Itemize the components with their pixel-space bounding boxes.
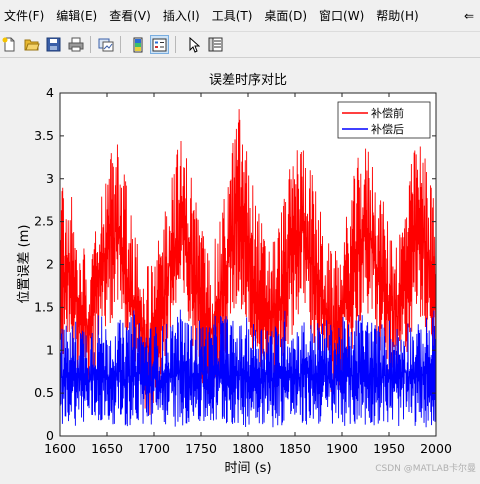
y-tick-label: 1: [46, 342, 54, 357]
open-file-icon[interactable]: [22, 35, 41, 54]
y-tick-label: 2: [46, 257, 54, 272]
menu-bar: 文件(F) 编辑(E) 查看(V) 插入(I) 工具(T) 桌面(D) 窗口(W…: [0, 0, 480, 32]
x-tick-label: 1600: [44, 441, 76, 456]
legend: 补偿前 补偿后: [337, 101, 431, 139]
x-tick-label: 1950: [373, 441, 405, 456]
y-tick-label: 3: [46, 171, 54, 186]
x-axis-label: 时间 (s): [224, 461, 271, 476]
legend-label-before: 补偿前: [371, 106, 404, 120]
menu-edit[interactable]: 编辑(E): [56, 9, 98, 23]
watermark-text: CSDN @MATLAB卡尔曼: [375, 464, 476, 474]
y-tick-label: 0: [46, 428, 54, 443]
series-layer: [59, 109, 437, 428]
print-icon[interactable]: [66, 35, 85, 54]
pointer-icon[interactable]: [184, 35, 203, 54]
figure-canvas: 1600 1650 1700 1750 1800 1850 1900 1950 2000 0 0.5…: [0, 58, 480, 480]
x-tick-label: 1750: [185, 441, 217, 456]
x-tick-label: 1700: [138, 441, 170, 456]
new-figure-icon[interactable]: [0, 35, 19, 54]
toolbar-separator: [175, 36, 176, 53]
legend-box: [337, 101, 431, 139]
figure-toolbar: [0, 32, 480, 58]
menu-insert[interactable]: 插入(I): [162, 9, 200, 23]
menu-window[interactable]: 窗口(W): [319, 9, 365, 23]
link-plot-icon[interactable]: [96, 35, 115, 54]
line-chart: 1600 1650 1700 1750 1800 1850 1900 1950 2000 0 0.5…: [17, 73, 452, 476]
legend-icon[interactable]: [150, 35, 169, 54]
menu-tools[interactable]: 工具(T): [211, 9, 253, 23]
series-line-after: [59, 309, 437, 428]
save-icon[interactable]: [44, 35, 63, 54]
tick-layer: 1600 1650 1700 1750 1800 1850 1900 1950 2000 0 0.5…: [34, 85, 452, 456]
x-tick-label: 1650: [91, 441, 123, 456]
y-tick-label: 4: [46, 85, 54, 100]
colorbar-icon[interactable]: [128, 35, 147, 54]
menu-overflow[interactable]: ⇐: [463, 9, 474, 23]
menu-view[interactable]: 查看(V): [109, 9, 151, 23]
series-line-before: [59, 109, 437, 415]
x-tick-label: 1900: [326, 441, 358, 456]
menu-help[interactable]: 帮助(H): [376, 9, 419, 23]
y-axis-label: 位置误差 (m): [17, 225, 32, 304]
x-tick-label: 1800: [232, 441, 264, 456]
menu-desktop[interactable]: 桌面(D): [264, 9, 308, 23]
y-tick-label: 0.5: [34, 385, 54, 400]
x-tick-label: 1850: [279, 441, 311, 456]
toolbar-separator: [90, 36, 91, 53]
y-tick-label: 2.5: [34, 214, 54, 229]
y-tick-label: 1.5: [34, 299, 54, 314]
y-tick-label: 3.5: [34, 128, 54, 143]
x-tick-label: 2000: [420, 441, 452, 456]
menu-file[interactable]: 文件(F): [4, 9, 45, 23]
property-inspector-icon[interactable]: [206, 35, 225, 54]
toolbar-separator: [120, 36, 121, 53]
legend-label-after: 补偿后: [371, 122, 404, 136]
chart-title: 误差时序对比: [209, 73, 287, 88]
